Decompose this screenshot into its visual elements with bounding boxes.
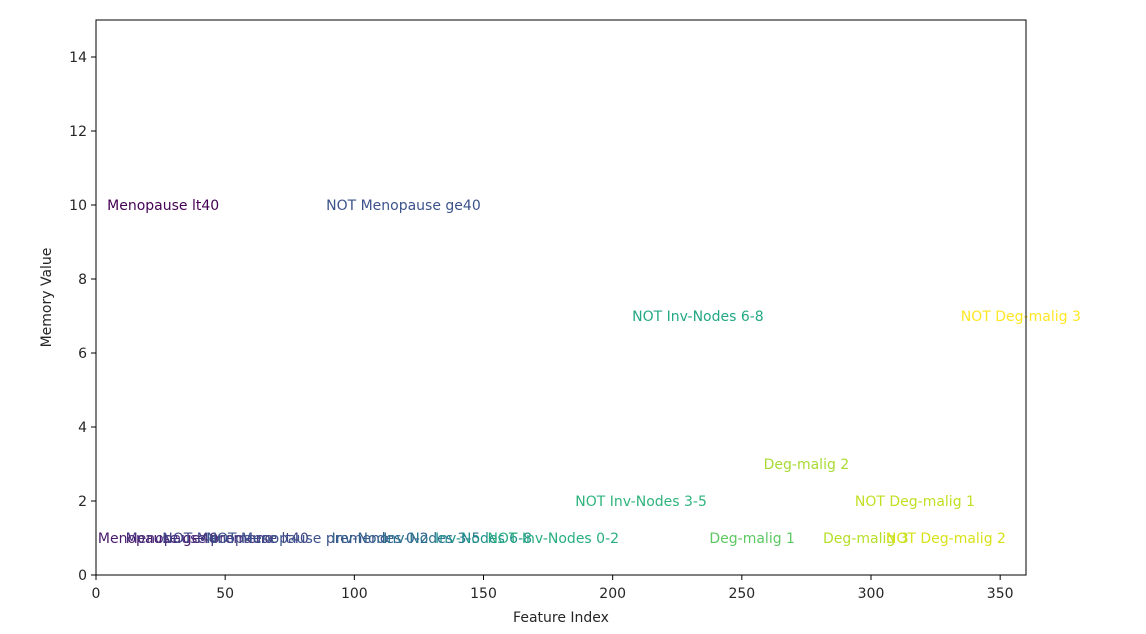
data-point-label: NOT Inv-Nodes 0-2 — [487, 531, 619, 547]
y-tick-label: 14 — [69, 50, 87, 66]
data-point-label: Deg-malig 2 — [764, 457, 850, 473]
data-point-label: NOT Deg-malig 2 — [886, 531, 1006, 547]
data-point-label: Menopause lt40 — [107, 198, 219, 214]
x-tick-label: 100 — [341, 586, 368, 602]
data-point-label: NOT Menopause ge40 — [326, 198, 481, 214]
data-point-label: Menopause ge40 — [98, 531, 218, 547]
data-point-label: Menopause premeno — [126, 531, 273, 547]
x-tick-label: 0 — [92, 586, 101, 602]
x-tick-label: 50 — [216, 586, 234, 602]
y-tick-label: 10 — [69, 198, 87, 214]
data-point-label: NOT Deg-malig 3 — [961, 309, 1081, 325]
data-point-label: NOT Menopause premeno — [207, 531, 389, 547]
data-point-label: Inv-Nodes 6-8 — [435, 531, 532, 547]
x-tick-label: 150 — [470, 586, 497, 602]
y-tick-label: 8 — [78, 272, 87, 288]
y-tick-label: 12 — [69, 124, 87, 140]
x-axis-label: Feature Index — [513, 610, 609, 626]
axis-ticks: 0 50 100 150 200 250 300 350 0 2 4 6 8 10 12 14 — [69, 50, 1013, 602]
data-point-label: NOT Inv-Nodes 6-8 — [632, 309, 764, 325]
x-tick-label: 200 — [599, 586, 626, 602]
data-point-label: Deg-malig 3 — [823, 531, 909, 547]
x-tick-label: 300 — [858, 586, 885, 602]
y-tick-label: 6 — [78, 346, 87, 362]
y-tick-label: 2 — [78, 494, 87, 510]
y-tick-label: 0 — [78, 568, 87, 584]
data-point-label: NOT Menopause lt40 — [162, 531, 309, 547]
data-point-label: Deg-malig 1 — [709, 531, 795, 547]
y-tick-label: 4 — [78, 420, 87, 436]
point-labels: Menopause lt40 NOT Menopause ge40 NOT Inv-… — [98, 198, 1081, 547]
data-point-label: NOT Inv-Nodes 3-5 — [575, 494, 707, 510]
x-tick-label: 350 — [987, 586, 1014, 602]
data-point-label: NOT Deg-malig 1 — [855, 494, 975, 510]
y-axis-label: Memory Value — [39, 248, 55, 348]
data-point-label: Inv-Nodes 0-2 — [332, 531, 429, 547]
data-point-label: Inv-Nodes 3-5 — [383, 531, 480, 547]
plot-frame — [95, 19, 1027, 576]
x-tick-label: 250 — [728, 586, 755, 602]
